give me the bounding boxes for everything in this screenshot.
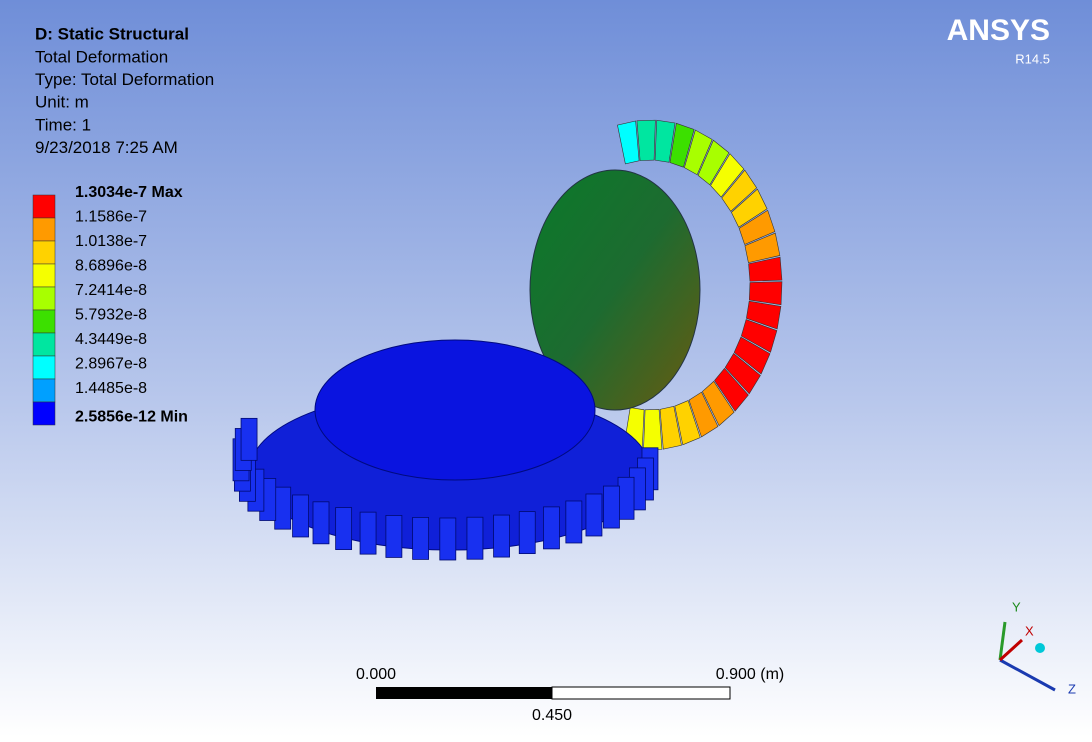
gear-tooth xyxy=(440,518,456,560)
info-line: 9/23/2018 7:25 AM xyxy=(35,138,178,157)
legend-swatch xyxy=(33,195,55,218)
triad-x: X xyxy=(1025,623,1034,638)
gear-tooth xyxy=(618,477,634,519)
page: D: Static Structural Total Deformation Ty… xyxy=(0,0,1092,742)
gear-tooth xyxy=(275,487,291,529)
legend-label: 8.6896e-8 xyxy=(75,258,147,275)
scale-middle: 0.450 xyxy=(532,707,572,724)
gear-tooth xyxy=(566,501,582,543)
gear-tooth xyxy=(644,409,662,449)
legend-swatch xyxy=(33,333,55,356)
triad-ball xyxy=(1035,643,1045,653)
gear-tooth xyxy=(494,515,510,557)
legend-swatch xyxy=(33,379,55,402)
triad-y: Y xyxy=(1012,599,1021,614)
triad-z: Z xyxy=(1068,681,1076,696)
legend-swatch xyxy=(33,310,55,333)
info-line: Unit: m xyxy=(35,93,89,112)
legend-swatch xyxy=(33,356,55,379)
gear-tooth xyxy=(637,120,655,160)
scale-left: 0.000 xyxy=(356,666,396,683)
gear-tooth xyxy=(313,502,329,544)
legend-swatch xyxy=(33,218,55,241)
viewport: D: Static Structural Total Deformation Ty… xyxy=(0,0,1092,737)
logo-version: R14.5 xyxy=(1015,51,1050,66)
gear-face xyxy=(315,340,595,480)
gear-tooth xyxy=(360,512,376,554)
gear-tooth xyxy=(413,517,429,559)
legend-label: 1.1586e-7 xyxy=(75,209,147,226)
info-line: Time: 1 xyxy=(35,115,91,134)
info-line: Type: Total Deformation xyxy=(35,70,214,89)
info-line: Total Deformation xyxy=(35,47,168,66)
gear-tooth xyxy=(603,486,619,528)
scale-bar-dark xyxy=(376,687,552,699)
result-title: D: Static Structural xyxy=(35,24,189,43)
legend-swatch xyxy=(33,264,55,287)
legend-label: 7.2414e-8 xyxy=(75,282,147,299)
gear-tooth xyxy=(586,494,602,536)
legend-swatch xyxy=(33,241,55,264)
gear-tooth xyxy=(241,418,257,460)
gear-tooth xyxy=(336,508,352,550)
legend-label: 1.4485e-8 xyxy=(75,380,147,397)
legend-label: 4.3449e-8 xyxy=(75,331,147,348)
legend-swatch xyxy=(33,287,55,310)
gear-tooth xyxy=(386,515,402,557)
legend-label: 2.5856e-12 Min xyxy=(75,409,188,426)
gear-tooth xyxy=(467,517,483,559)
gear-tooth xyxy=(519,512,535,554)
legend-label: 1.0138e-7 xyxy=(75,233,147,250)
gear-tooth xyxy=(293,495,309,537)
legend-label: 5.7932e-8 xyxy=(75,307,147,324)
scale-right: 0.900 (m) xyxy=(716,666,784,683)
logo: ANSYS xyxy=(947,14,1050,47)
legend-label: 2.8967e-8 xyxy=(75,356,147,373)
legend-label: 1.3034e-7 Max xyxy=(75,184,183,201)
scale-bar-light xyxy=(552,687,730,699)
gear-tooth xyxy=(543,507,559,549)
legend-swatch xyxy=(33,402,55,425)
